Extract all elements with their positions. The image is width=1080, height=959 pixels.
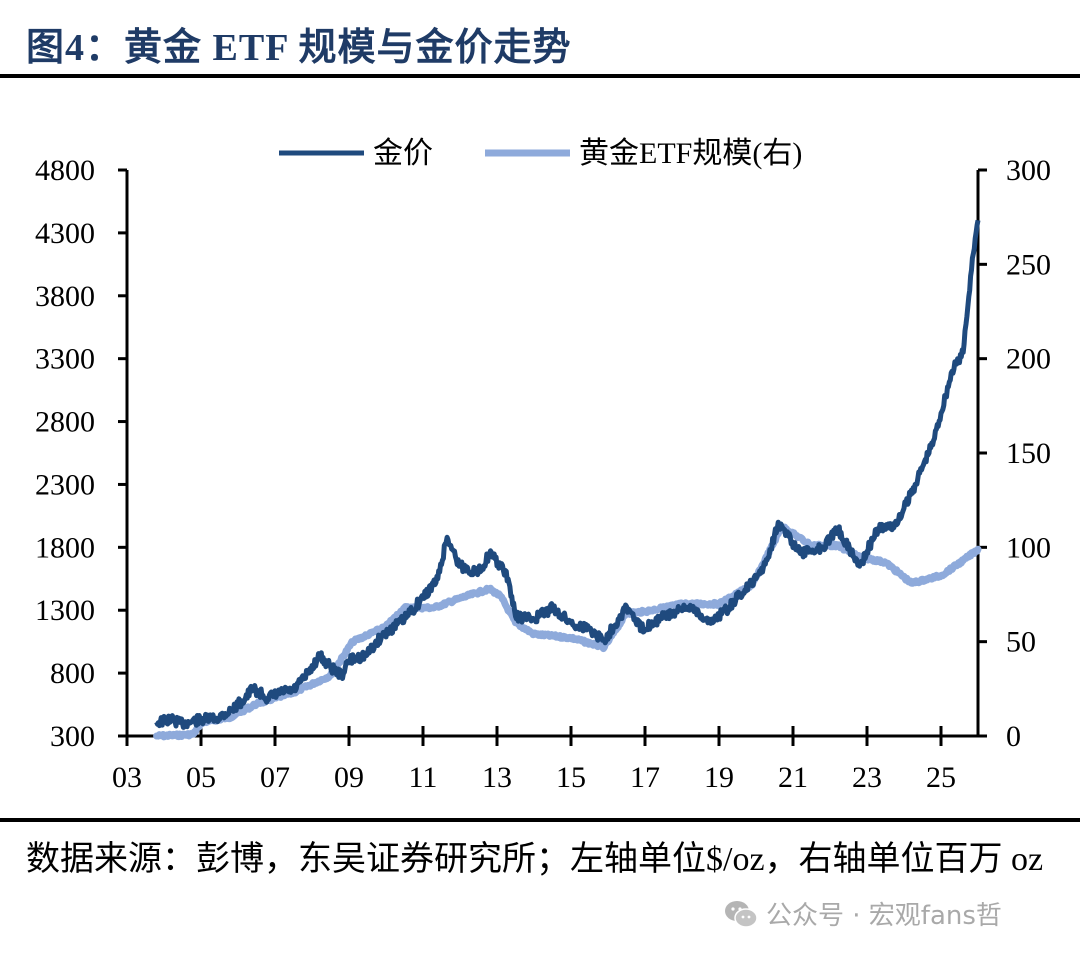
axes: 4800 4300 3800 3300 2800 2300 1800 1300 800 300 30… (35, 154, 1051, 794)
top-rule (0, 74, 1080, 78)
x-tick-label: 25 (926, 761, 956, 794)
chart: 4800 4300 3800 3300 2800 2300 1800 1300 800 300 30… (35, 137, 1051, 794)
y-tick-label: 800 (50, 657, 95, 690)
x-tick-label: 17 (630, 761, 660, 794)
y2-tick-label: 250 (1006, 248, 1051, 281)
x-tick-label: 21 (778, 761, 808, 794)
y-tick-label: 2300 (35, 468, 95, 501)
x-tick-label: 23 (852, 761, 882, 794)
y-tick-label: 4300 (35, 217, 95, 250)
series-line-gold-price (154, 219, 981, 730)
legend: 金价 黄金ETF规模(右) (279, 137, 802, 170)
y2-tick-label: 150 (1006, 437, 1051, 470)
x-tick-label: 15 (556, 761, 586, 794)
x-tick-label: 11 (409, 761, 438, 794)
wechat-icon (725, 900, 758, 928)
y-tick-label: 2800 (35, 406, 95, 439)
y-tick-label: 3300 (35, 343, 95, 376)
y2-tick-label: 200 (1006, 343, 1051, 376)
y-tick-label: 300 (50, 720, 95, 753)
y-tick-label: 4800 (35, 154, 95, 187)
legend-label-gold-price: 金价 (373, 137, 433, 170)
series-lines (153, 219, 982, 741)
chart-title: 图4：黄金 ETF 规模与金价走势 (26, 27, 572, 69)
y2-tick-label: 100 (1006, 531, 1051, 564)
source-note: 数据来源：彭博，东吴证券研究所；左轴单位$/oz，右轴单位百万 oz (26, 841, 1044, 878)
y-tick-label: 3800 (35, 280, 95, 313)
y-tick-label: 1300 (35, 594, 95, 627)
y2-tick-label: 50 (1006, 626, 1036, 659)
watermark-text: 公众号 · 宏观fans哲 (766, 901, 1002, 931)
y2-tick-label: 0 (1006, 720, 1021, 753)
x-tick-label: 05 (186, 761, 216, 794)
bottom-rule (0, 818, 1080, 822)
x-tick-label: 07 (260, 761, 290, 794)
x-tick-label: 19 (704, 761, 734, 794)
legend-label-etf: 黄金ETF规模(右) (579, 137, 802, 170)
y2-tick-label: 300 (1006, 154, 1051, 187)
x-tick-label: 03 (112, 761, 142, 794)
x-tick-label: 09 (334, 761, 364, 794)
x-tick-label: 13 (482, 761, 512, 794)
watermark: 公众号 · 宏观fans哲 (724, 895, 1002, 932)
y-tick-label: 1800 (35, 531, 95, 564)
